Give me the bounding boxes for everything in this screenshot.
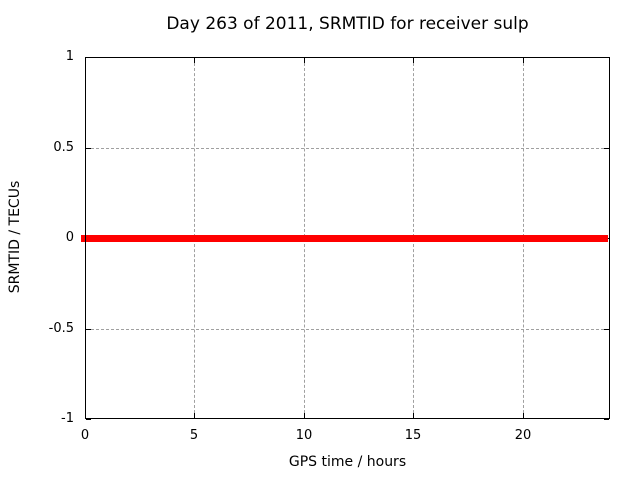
x-tick-top bbox=[523, 58, 524, 63]
x-tick-top bbox=[194, 58, 195, 63]
x-tick-label: 0 bbox=[80, 428, 90, 443]
y-tick-label: -0.5 bbox=[48, 321, 74, 336]
y-tick-label: 0.5 bbox=[53, 140, 74, 155]
y-tick-right bbox=[604, 419, 609, 420]
x-tick-label: 20 bbox=[514, 428, 532, 443]
x-tick-label: 5 bbox=[189, 428, 199, 443]
x-axis-label: GPS time / hours bbox=[288, 454, 407, 470]
x-tick-top bbox=[304, 58, 305, 63]
x-tick-bottom bbox=[194, 413, 195, 418]
y-axis-label: SRMTID / TECUs bbox=[7, 180, 23, 294]
x-tick-label: 10 bbox=[295, 428, 313, 443]
y-tick-label: 0 bbox=[65, 230, 74, 245]
x-tick-bottom bbox=[304, 413, 305, 418]
y-tick-label: 1 bbox=[65, 49, 74, 64]
data-line-srmtid bbox=[81, 235, 608, 242]
plot-border bbox=[85, 57, 610, 419]
x-tick-bottom bbox=[523, 413, 524, 418]
x-tick-top bbox=[413, 58, 414, 63]
chart-title: Day 263 of 2011, SRMTID for receiver sul… bbox=[166, 14, 529, 34]
y-tick-right bbox=[604, 329, 609, 330]
y-tick-left bbox=[86, 419, 91, 420]
gridline-horizontal bbox=[86, 148, 609, 149]
x-tick-label: 15 bbox=[404, 428, 422, 443]
x-tick-bottom bbox=[413, 413, 414, 418]
y-tick-left bbox=[86, 329, 91, 330]
y-tick-label: -1 bbox=[61, 411, 74, 426]
y-tick-left bbox=[86, 148, 91, 149]
y-tick-right bbox=[604, 148, 609, 149]
gridline-horizontal bbox=[86, 329, 609, 330]
